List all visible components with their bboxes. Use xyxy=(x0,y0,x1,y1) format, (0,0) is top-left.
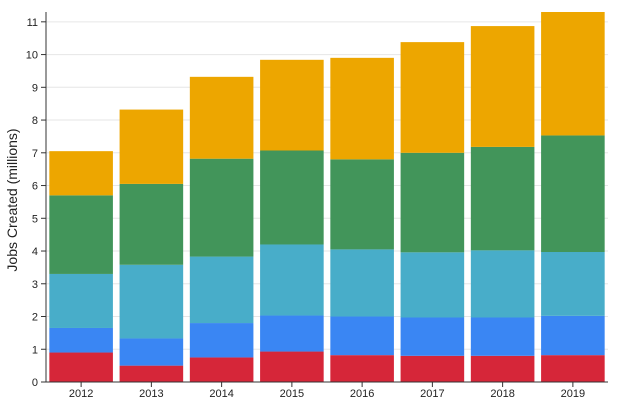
bars xyxy=(49,12,605,382)
x-tick-label: 2017 xyxy=(420,388,444,400)
x-tick-label: 2015 xyxy=(280,388,304,400)
bar-segment-2016-s2 xyxy=(330,316,394,356)
y-axis-title: Jobs Created (millions) xyxy=(4,128,20,271)
x-tick-label: 2019 xyxy=(561,388,585,400)
bar-segment-2014-s4 xyxy=(189,158,254,257)
bar-segment-2018-s3 xyxy=(470,250,535,318)
bar-segment-2015-s4 xyxy=(260,150,324,245)
bar-segment-2015-s2 xyxy=(260,315,324,352)
y-tick-label: 4 xyxy=(32,246,38,258)
bar-segment-2016-s3 xyxy=(330,249,394,317)
bar-segment-2012-s3 xyxy=(49,273,113,328)
bar-segment-2016-s4 xyxy=(330,159,394,250)
x-tick-label: 2014 xyxy=(209,388,233,400)
y-tick-label: 5 xyxy=(32,213,38,225)
bar-segment-2019-s5 xyxy=(541,12,605,136)
y-tick-label: 11 xyxy=(27,17,38,29)
bar-segment-2017-s3 xyxy=(400,252,465,318)
x-tick-label: 2016 xyxy=(350,388,374,400)
bar-segment-2018-s2 xyxy=(470,317,535,356)
bar-segment-2018-s5 xyxy=(470,26,535,147)
bar-segment-2016-s1 xyxy=(330,355,394,382)
bar-segment-2018-s1 xyxy=(470,355,535,382)
y-tick-label: 9 xyxy=(32,82,38,94)
bar-segment-2012-s2 xyxy=(49,327,113,353)
bar-segment-2014-s3 xyxy=(189,256,254,324)
bar-segment-2012-s1 xyxy=(49,352,113,382)
bar-segment-2019-s1 xyxy=(541,355,605,382)
x-tick-label: 2012 xyxy=(69,388,93,400)
bar-segment-2013-s2 xyxy=(119,338,184,366)
y-tick-label: 1 xyxy=(32,344,38,356)
bar-segment-2012-s4 xyxy=(49,195,113,274)
bar-segment-2013-s5 xyxy=(119,109,184,184)
bar-segment-2017-s2 xyxy=(400,317,465,356)
bar-segment-2019-s2 xyxy=(541,315,605,356)
y-tick-label: 0 xyxy=(32,377,38,389)
bar-segment-2014-s5 xyxy=(189,76,254,159)
bar-segment-2015-s3 xyxy=(260,244,324,316)
bar-segment-2013-s3 xyxy=(119,264,184,339)
bar-segment-2017-s1 xyxy=(400,355,465,382)
bar-segment-2019-s3 xyxy=(541,252,605,316)
bar-segment-2019-s4 xyxy=(541,135,605,253)
x-axis: 2012 2013 2014 2015 2016 2017 2018 2019 xyxy=(46,381,608,400)
bar-segment-2015-s1 xyxy=(260,351,324,382)
bar-segment-2018-s4 xyxy=(470,146,535,251)
bar-segment-2017-s5 xyxy=(400,42,465,153)
y-tick-label: 10 xyxy=(26,50,38,62)
bar-segment-2016-s5 xyxy=(330,57,394,160)
x-tick-label: 2013 xyxy=(139,388,163,400)
bar-segment-2014-s2 xyxy=(189,323,254,358)
y-tick-label: 2 xyxy=(32,312,38,324)
bar-segment-2013-s1 xyxy=(119,365,184,382)
x-tick-label: 2018 xyxy=(490,388,514,400)
bar-segment-2014-s1 xyxy=(189,357,254,382)
y-tick-label: 6 xyxy=(32,181,38,193)
bar-segment-2017-s4 xyxy=(400,152,465,253)
y-tick-label: 3 xyxy=(32,279,38,291)
y-axis: 0 1 2 3 4 5 6 7 8 9 10 11 xyxy=(26,12,47,389)
bar-segment-2015-s5 xyxy=(260,59,324,151)
y-tick-label: 7 xyxy=(32,148,38,160)
bar-segment-2013-s4 xyxy=(119,183,184,265)
y-tick-label: 8 xyxy=(32,115,38,127)
bar-segment-2012-s5 xyxy=(49,151,113,196)
